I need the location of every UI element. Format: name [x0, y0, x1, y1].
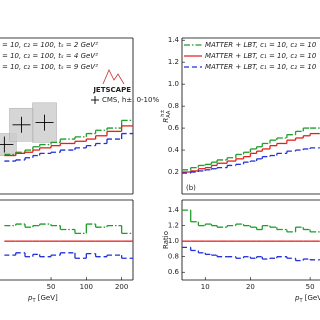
x-label-sub: T [298, 298, 303, 304]
x-axis-label: pT [GeV] [27, 294, 58, 304]
x-tick-label: 20 [246, 283, 255, 291]
x-tick-label: 10 [201, 283, 210, 291]
x-tick-label: 200 [115, 283, 128, 291]
x-label-main: p [294, 294, 300, 302]
x-tick-label: 50 [306, 283, 315, 291]
y-tick-label: 1.2 [168, 58, 179, 66]
y-tick-label: 1.4 [168, 206, 180, 214]
y-axis-label: RAAh± [160, 109, 172, 122]
legend-label: MATTER + LBT, c₁ = 10, c₂ = 10 [205, 52, 317, 60]
y-tick-label: 0.4 [168, 146, 180, 154]
legend-label: MATTER + LBT, c₁ = 10, c₂ = 10 [205, 41, 317, 49]
y-tick-label: 1.0 [168, 80, 179, 88]
y-label-sub: AA [166, 110, 172, 118]
x-tick-label: 50 [47, 283, 56, 291]
legend-label: = 10, c₂ = 100, tₛ = 9 GeV² [2, 63, 98, 71]
legend-label: = 10, c₂ = 100, tₛ = 4 GeV² [2, 52, 98, 60]
y-tick-label: 1.4 [168, 36, 180, 44]
logo-mark [102, 69, 125, 85]
y-label-main: R [162, 118, 170, 123]
x-label-rest: [GeV] [36, 294, 58, 302]
y-tick-label: 1.2 [168, 222, 179, 230]
y-tick-label: 0.8 [168, 102, 179, 110]
x-tick-label: 100 [80, 283, 93, 291]
x-label-sub: T [31, 298, 36, 304]
data-point [35, 114, 54, 131]
data-point [12, 116, 31, 133]
x-label-main: p [27, 294, 33, 302]
y-label-main: Ratio [162, 231, 170, 249]
y-label-sup: h± [160, 109, 166, 116]
x-axis-label: pT [GeV] [294, 294, 320, 304]
x-label-rest: [GeV] [303, 294, 320, 302]
legend-label: MATTER + LBT, c₁ = 10, c₂ = 10 [205, 63, 317, 71]
panel-label: (b) [186, 184, 196, 192]
y-axis-label: Ratio [162, 231, 170, 249]
logo: JETSCAPE [92, 86, 131, 94]
y-tick-label: 0.8 [168, 253, 179, 261]
y-tick-label: 1.0 [168, 237, 179, 245]
y-tick-label: 0.6 [168, 124, 180, 132]
legend-label: CMS, h±, 0-10% [102, 96, 159, 104]
legend-label: = 10, c₂ = 100, tₛ = 2 GeV² [2, 41, 98, 49]
data-point [0, 136, 14, 153]
y-tick-label: 0.6 [168, 268, 180, 276]
y-tick-label: 0.2 [168, 168, 179, 176]
